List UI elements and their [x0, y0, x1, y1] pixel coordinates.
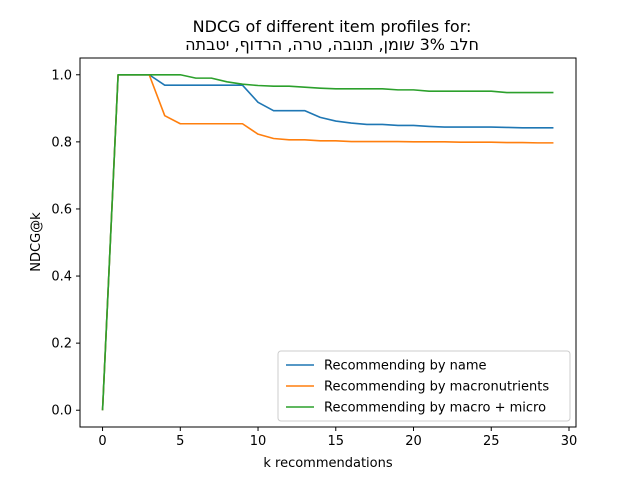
legend-label: Recommending by name: [324, 359, 487, 374]
y-tick-label: 0.4: [51, 270, 72, 285]
series-line-3: [101, 73, 554, 411]
y-axis-label: NDCG@k: [29, 212, 44, 272]
legend-label: Recommending by macronutrients: [324, 380, 549, 395]
x-tick-label: 30: [561, 434, 578, 449]
x-tick-label: 15: [328, 434, 345, 449]
x-axis: 0 5 10 15 20 25 30: [98, 427, 577, 449]
y-tick-label: 0.6: [51, 202, 72, 217]
y-tick-label: 1.0: [51, 68, 72, 83]
x-axis-label: k recommendations: [263, 456, 393, 471]
x-tick-label: 10: [250, 434, 267, 449]
chart-title-line2: חלב 3% שומן, תנובה, טרה, הרדוף, יטבתה: [185, 35, 479, 54]
axes-frame: [79, 57, 577, 428]
y-tick-label: 0.8: [51, 135, 72, 150]
x-tick-label: 5: [176, 434, 184, 449]
legend-label: Recommending by macro + micro: [324, 401, 546, 416]
legend-box: [277, 350, 571, 422]
x-tick-label: 20: [405, 434, 422, 449]
series-line-2: [101, 73, 554, 411]
y-axis: 0.0 0.2 0.4 0.6 0.8 1.0: [51, 68, 80, 419]
x-tick-label: 0: [98, 434, 106, 449]
x-tick-label: 25: [483, 434, 500, 449]
chart-title-line1: NDCG of different item profiles for:: [193, 17, 472, 36]
series-line-1: [101, 73, 554, 411]
legend: Recommending by name Recommending by macr…: [277, 350, 571, 422]
y-tick-label: 0.0: [51, 404, 72, 419]
y-tick-label: 0.2: [51, 337, 72, 352]
series-layer: [101, 73, 554, 411]
